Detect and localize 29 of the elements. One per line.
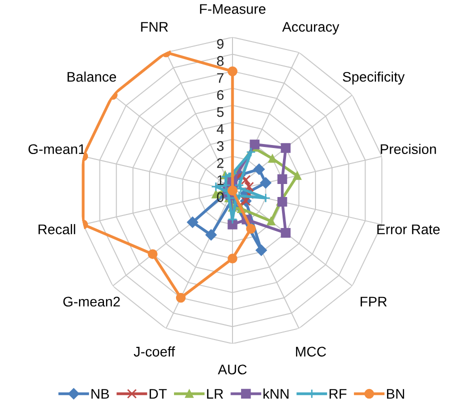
y-tick-label: 4 (216, 124, 224, 134)
legend-label: RF (330, 389, 346, 399)
spoke-label: Specificity (342, 72, 405, 85)
spoke-label: Recall (38, 224, 76, 234)
spoke-label: Error Rate (377, 224, 440, 234)
spoke-label: G-mean2 (63, 296, 120, 307)
y-tick-label: 5 (217, 107, 224, 117)
spoke-label: Balance (68, 72, 116, 82)
spoke-label: FPR (360, 296, 387, 306)
spoke-label: AUC (218, 364, 247, 374)
y-tick-label: 6 (217, 90, 224, 100)
legend-label: DT (150, 389, 167, 399)
y-tick-label: 2 (217, 158, 224, 168)
spoke-label: F-Measure (200, 4, 266, 14)
y-tick-label: 8 (217, 56, 224, 66)
spoke-label: Accuracy (282, 22, 340, 34)
y-tick-label: 3 (216, 141, 224, 151)
y-tick-label: 1 (218, 175, 224, 185)
legend-label: NB (92, 389, 109, 399)
legend-label: kNN (264, 388, 288, 399)
spoke-label: MCC (296, 346, 326, 357)
legend-label: LR (207, 389, 224, 399)
y-tick-label: 7 (217, 73, 224, 83)
spoke-label: G-mean1 (28, 144, 86, 154)
y-tick-label: 9 (217, 39, 224, 49)
spoke-label: FNR (141, 22, 168, 32)
spoke-label: Precision (380, 144, 436, 154)
legend-label: BN (387, 389, 404, 399)
spoke-label: J-coeff (134, 346, 176, 357)
